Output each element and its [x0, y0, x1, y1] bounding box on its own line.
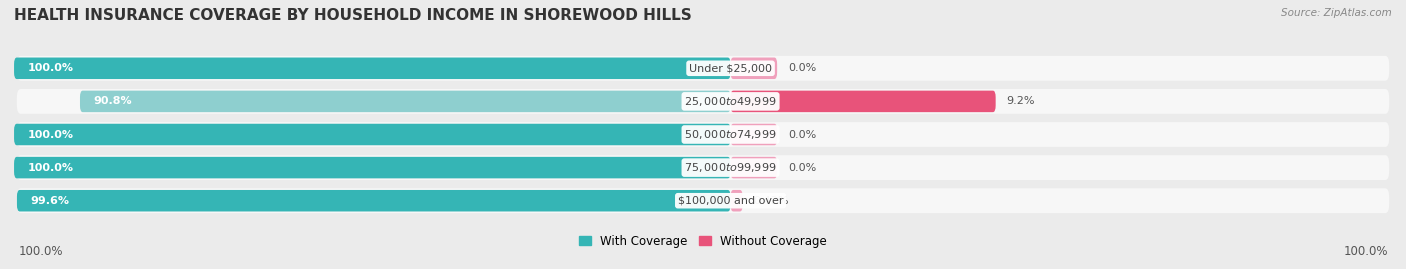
FancyBboxPatch shape	[17, 122, 1389, 147]
FancyBboxPatch shape	[731, 91, 995, 112]
FancyBboxPatch shape	[14, 58, 731, 79]
FancyBboxPatch shape	[731, 190, 742, 211]
Text: 100.0%: 100.0%	[18, 245, 63, 258]
Text: 100.0%: 100.0%	[28, 162, 75, 173]
Text: Under $25,000: Under $25,000	[689, 63, 772, 73]
FancyBboxPatch shape	[731, 157, 778, 178]
Text: 100.0%: 100.0%	[28, 63, 75, 73]
FancyBboxPatch shape	[731, 124, 778, 145]
Text: 0.0%: 0.0%	[789, 129, 817, 140]
Text: $25,000 to $49,999: $25,000 to $49,999	[685, 95, 776, 108]
FancyBboxPatch shape	[17, 89, 1389, 114]
FancyBboxPatch shape	[731, 58, 778, 79]
Text: 90.8%: 90.8%	[94, 96, 132, 107]
Text: $50,000 to $74,999: $50,000 to $74,999	[685, 128, 776, 141]
Text: 99.6%: 99.6%	[31, 196, 70, 206]
Text: 0.0%: 0.0%	[789, 63, 817, 73]
FancyBboxPatch shape	[17, 155, 1389, 180]
Text: Source: ZipAtlas.com: Source: ZipAtlas.com	[1281, 8, 1392, 18]
Text: 9.2%: 9.2%	[1007, 96, 1035, 107]
FancyBboxPatch shape	[14, 157, 731, 178]
FancyBboxPatch shape	[17, 190, 731, 211]
Text: 100.0%: 100.0%	[28, 129, 75, 140]
Legend: With Coverage, Without Coverage: With Coverage, Without Coverage	[574, 230, 832, 253]
Text: $100,000 and over: $100,000 and over	[678, 196, 783, 206]
FancyBboxPatch shape	[17, 188, 1389, 213]
Text: 100.0%: 100.0%	[1343, 245, 1388, 258]
FancyBboxPatch shape	[17, 56, 1389, 81]
Text: 0.0%: 0.0%	[789, 162, 817, 173]
FancyBboxPatch shape	[80, 91, 731, 112]
Text: HEALTH INSURANCE COVERAGE BY HOUSEHOLD INCOME IN SHOREWOOD HILLS: HEALTH INSURANCE COVERAGE BY HOUSEHOLD I…	[14, 8, 692, 23]
FancyBboxPatch shape	[14, 124, 731, 145]
Text: 0.42%: 0.42%	[754, 196, 789, 206]
Text: $75,000 to $99,999: $75,000 to $99,999	[685, 161, 776, 174]
